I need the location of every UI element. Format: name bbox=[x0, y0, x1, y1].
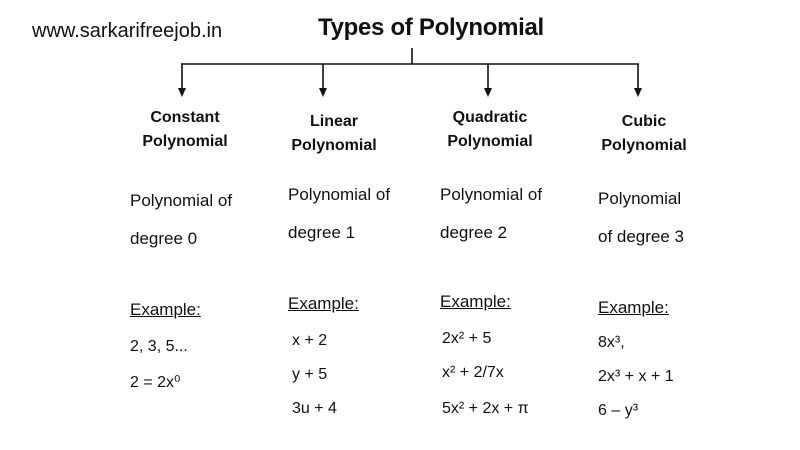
example-item: 8x³, bbox=[598, 334, 625, 351]
example-item: y + 5 bbox=[292, 366, 328, 383]
column-description: Polynomial of degree 3 bbox=[598, 189, 685, 246]
tree-connectors bbox=[178, 48, 642, 97]
arrowhead-icon bbox=[484, 88, 492, 97]
example-item: 2x³ + x + 1 bbox=[598, 368, 674, 385]
example-label: Example: bbox=[598, 298, 669, 317]
example-item: 5x² + 2x + π bbox=[442, 400, 529, 417]
column-heading: Quadratic Polynomial bbox=[447, 109, 533, 150]
example-item: 6 – y³ bbox=[598, 402, 639, 419]
arrowhead-icon bbox=[634, 88, 642, 97]
example-item: x² + 2/7x bbox=[442, 364, 504, 381]
column-description: Polynomial of degree 2 bbox=[440, 185, 543, 242]
column-quadratic: Quadratic Polynomial Polynomial of degree 2… bbox=[438, 0, 598, 420]
column-cubic: Cubic Polynomial Polynomial of degree 3 Exam… bbox=[596, 0, 756, 420]
column-constant: Constant Polynomial Polynomial of degree 0 E… bbox=[128, 0, 288, 420]
column-heading: Cubic Polynomial bbox=[601, 113, 687, 154]
column-description: Polynomial of degree 0 bbox=[130, 191, 233, 248]
example-label: Example: bbox=[440, 292, 511, 311]
arrowhead-icon bbox=[178, 88, 186, 97]
column-description: Polynomial of degree 1 bbox=[288, 185, 391, 242]
watermark: www.sarkarifreejob.in bbox=[32, 20, 223, 42]
example-label: Example: bbox=[130, 300, 201, 319]
column-linear: Linear Polynomial Polynomial of degree 1 Exa… bbox=[286, 0, 446, 420]
example-item: 2x² + 5 bbox=[442, 330, 492, 347]
column-heading: Linear Polynomial bbox=[291, 113, 377, 154]
example-label: Example: bbox=[288, 294, 359, 313]
arrowhead-icon bbox=[319, 88, 327, 97]
column-heading: Constant Polynomial bbox=[142, 109, 228, 150]
example-item: 3u + 4 bbox=[292, 400, 337, 417]
example-item: 2, 3, 5... bbox=[130, 338, 188, 355]
example-item: x + 2 bbox=[292, 332, 328, 349]
diagram-title: Types of Polynomial bbox=[318, 14, 544, 41]
example-item: 2 = 2x⁰ bbox=[130, 374, 181, 391]
